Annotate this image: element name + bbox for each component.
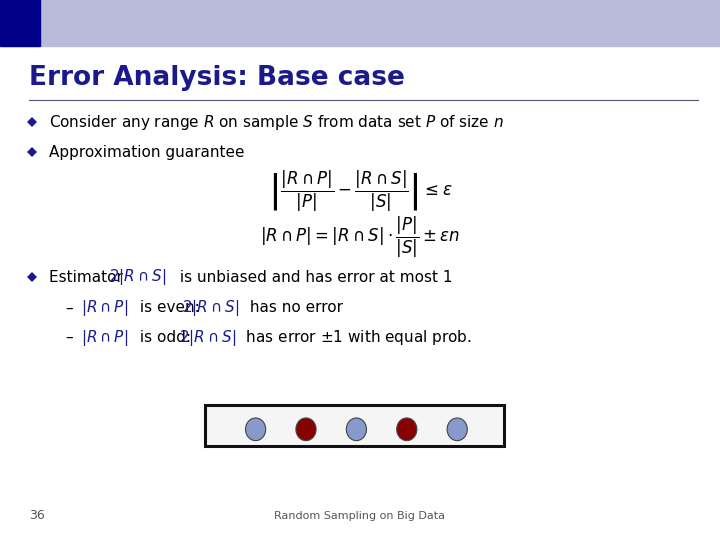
Ellipse shape bbox=[246, 418, 266, 441]
Text: $|R \cap P| = |R \cap S| \cdot \dfrac{|P|}{|S|} \pm \varepsilon n$: $|R \cap P| = |R \cap S| \cdot \dfrac{|P… bbox=[260, 215, 460, 260]
Ellipse shape bbox=[296, 418, 316, 441]
Text: has error $\pm 1$ with equal prob.: has error $\pm 1$ with equal prob. bbox=[241, 328, 472, 347]
Text: is unbiased and has error at most 1: is unbiased and has error at most 1 bbox=[175, 269, 452, 285]
Text: $2|R \cap S|$: $2|R \cap S|$ bbox=[109, 267, 167, 287]
Bar bbox=[0, 0, 40, 46]
Text: 36: 36 bbox=[29, 509, 45, 522]
Text: is odd:: is odd: bbox=[135, 330, 197, 345]
Text: Random Sampling on Big Data: Random Sampling on Big Data bbox=[274, 511, 446, 521]
FancyBboxPatch shape bbox=[205, 405, 504, 446]
Ellipse shape bbox=[397, 418, 417, 441]
Text: $\left|\dfrac{|R \cap P|}{|P|} - \dfrac{|R \cap S|}{|S|}\right| \leq \varepsilon: $\left|\dfrac{|R \cap P|}{|P|} - \dfrac{… bbox=[268, 169, 452, 214]
Text: –: – bbox=[65, 300, 73, 315]
Ellipse shape bbox=[346, 418, 366, 441]
Text: $|R \cap P|$: $|R \cap P|$ bbox=[81, 298, 128, 318]
Text: Error Analysis: Base case: Error Analysis: Base case bbox=[29, 65, 405, 91]
Bar bbox=[0, 0, 720, 46]
Text: –: – bbox=[65, 330, 73, 345]
Text: $2|R \cap S|$: $2|R \cap S|$ bbox=[179, 327, 236, 348]
Text: has no error: has no error bbox=[245, 300, 343, 315]
Text: $2|R \cap S|$: $2|R \cap S|$ bbox=[182, 298, 240, 318]
Text: $|R \cap P|$: $|R \cap P|$ bbox=[81, 327, 128, 348]
Text: is even:: is even: bbox=[135, 300, 205, 315]
Text: Estimator: Estimator bbox=[49, 269, 127, 285]
Text: Consider any range $R$ on sample $S$ from data set $P$ of size $n$: Consider any range $R$ on sample $S$ fro… bbox=[49, 112, 504, 132]
Text: Approximation guarantee: Approximation guarantee bbox=[49, 145, 245, 160]
Ellipse shape bbox=[447, 418, 467, 441]
